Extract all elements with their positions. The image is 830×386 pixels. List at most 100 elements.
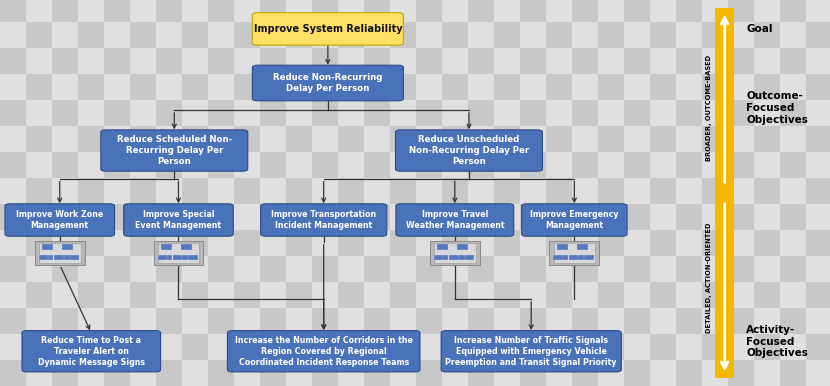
Bar [364, 48, 390, 74]
Bar [78, 230, 104, 256]
Bar [598, 100, 624, 126]
Bar [104, 230, 130, 256]
Bar [676, 230, 702, 256]
Bar [338, 308, 364, 334]
Bar [130, 360, 156, 386]
Bar [416, 48, 442, 74]
Bar [728, 360, 754, 386]
Bar [494, 204, 520, 230]
Bar [520, 360, 546, 386]
Bar [130, 256, 156, 282]
Bar [312, 308, 338, 334]
Bar [624, 48, 650, 74]
Bar [260, 100, 286, 126]
Bar [104, 48, 130, 74]
Bar [158, 256, 167, 261]
Bar [650, 256, 676, 282]
Bar [260, 126, 286, 152]
Bar [584, 256, 593, 261]
FancyBboxPatch shape [227, 330, 420, 372]
Bar [780, 204, 806, 230]
Bar [416, 100, 442, 126]
Bar [182, 100, 208, 126]
Bar [182, 48, 208, 74]
Bar [442, 256, 468, 282]
Bar [494, 48, 520, 74]
Bar [312, 178, 338, 204]
Text: Goal: Goal [746, 24, 773, 34]
Bar [312, 282, 338, 308]
Bar [572, 204, 598, 230]
Bar [182, 282, 208, 308]
Bar [572, 230, 598, 256]
Bar [754, 22, 780, 48]
Bar [676, 152, 702, 178]
Bar [26, 282, 52, 308]
Bar [338, 126, 364, 152]
Bar [494, 74, 520, 100]
FancyBboxPatch shape [549, 241, 599, 265]
Bar [572, 22, 598, 48]
Bar [728, 178, 754, 204]
Bar [260, 308, 286, 334]
Bar [598, 74, 624, 100]
Bar [173, 256, 183, 261]
Bar [338, 0, 364, 22]
Bar [286, 126, 312, 152]
Bar [624, 74, 650, 100]
Bar [260, 48, 286, 74]
Bar [312, 100, 338, 126]
Bar [702, 100, 728, 126]
Bar [416, 178, 442, 204]
Bar [650, 152, 676, 178]
Bar [26, 178, 52, 204]
Bar [806, 126, 830, 152]
Bar [52, 204, 78, 230]
FancyBboxPatch shape [430, 241, 480, 265]
Text: Reduce Time to Post a
Traveler Alert on
Dynamic Message Signs: Reduce Time to Post a Traveler Alert on … [38, 336, 144, 367]
Bar [728, 282, 754, 308]
Bar [208, 334, 234, 360]
Bar [312, 360, 338, 386]
Bar [312, 230, 338, 256]
Bar [52, 22, 78, 48]
Bar [104, 204, 130, 230]
FancyBboxPatch shape [158, 243, 199, 263]
Bar [0, 100, 26, 126]
Bar [52, 126, 78, 152]
Bar [702, 152, 728, 178]
Bar [26, 0, 52, 22]
Bar [260, 334, 286, 360]
Bar [442, 152, 468, 178]
Bar [520, 204, 546, 230]
Bar [62, 244, 73, 251]
Bar [416, 204, 442, 230]
Bar [546, 178, 572, 204]
Bar [806, 74, 830, 100]
Bar [208, 360, 234, 386]
Bar [598, 230, 624, 256]
Text: Reduce Non-Recurring
Delay Per Person: Reduce Non-Recurring Delay Per Person [273, 73, 383, 93]
Bar [62, 254, 73, 261]
Bar [364, 334, 390, 360]
Bar [780, 334, 806, 360]
Bar [442, 126, 468, 152]
Bar [442, 100, 468, 126]
Bar [546, 126, 572, 152]
Bar [572, 360, 598, 386]
Bar [572, 334, 598, 360]
Bar [416, 126, 442, 152]
Bar [156, 178, 182, 204]
Bar [260, 360, 286, 386]
Bar [156, 204, 182, 230]
Bar [650, 48, 676, 74]
Bar [156, 230, 182, 256]
Bar [650, 74, 676, 100]
Text: Improve System Reliability: Improve System Reliability [253, 24, 403, 34]
Bar [520, 22, 546, 48]
Bar [78, 256, 104, 282]
Bar [702, 282, 728, 308]
Bar [598, 152, 624, 178]
Bar [182, 74, 208, 100]
Bar [598, 282, 624, 308]
